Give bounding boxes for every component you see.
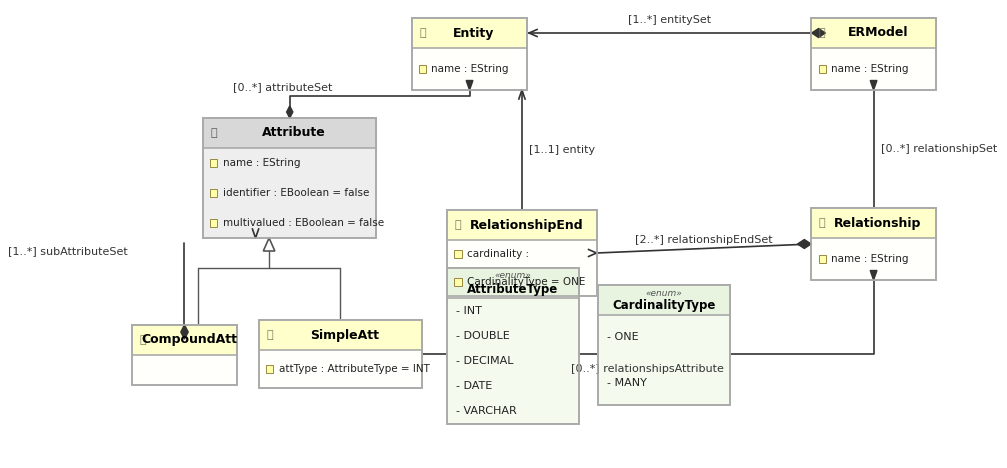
Bar [132,325,237,355]
Text: [1..*] subAttributeSet: [1..*] subAttributeSet [8,247,128,256]
Text: [0..*] relationshipSet: [0..*] relationshipSet [881,144,997,154]
Text: Ⓔ: Ⓔ [139,335,146,345]
Text: Ⓔ: Ⓔ [819,218,826,228]
Text: Ⓔ: Ⓔ [419,28,426,38]
Bar [259,320,422,388]
Bar [812,208,936,280]
Bar [454,250,461,258]
Text: - DOUBLE: - DOUBLE [456,331,510,341]
Bar [266,365,273,373]
Text: - DECIMAL: - DECIMAL [456,356,514,366]
Text: name : EString: name : EString [831,64,908,74]
Text: Ⓔ: Ⓔ [267,330,273,340]
Text: CardinalityType = ONE: CardinalityType = ONE [467,277,585,287]
Text: SimpleAtt: SimpleAtt [310,329,380,342]
Bar [447,210,596,296]
Text: - MANY: - MANY [607,378,648,388]
Bar [132,325,237,385]
Bar [132,325,237,385]
Bar [598,285,730,405]
Polygon shape [287,106,293,118]
Bar [447,268,579,298]
Text: CompoundAtt: CompoundAtt [141,334,237,346]
Bar [412,18,528,90]
Bar [210,189,218,197]
Text: Ⓔ: Ⓔ [819,28,826,38]
Bar [210,159,218,167]
Text: Entity: Entity [453,27,494,39]
Text: - DATE: - DATE [456,381,492,391]
Polygon shape [466,80,473,90]
Text: «enum»: «enum» [494,271,532,280]
Bar [812,18,936,48]
Text: [1..*] entitySet: [1..*] entitySet [627,15,711,25]
Text: attType : AttributeType = INT: attType : AttributeType = INT [279,364,430,374]
Text: - VARCHAR: - VARCHAR [456,406,517,417]
Bar [812,208,936,280]
Polygon shape [870,271,877,280]
Bar [819,65,826,73]
Bar [812,18,936,90]
Text: [0..*] attributeSet: [0..*] attributeSet [233,82,332,92]
Bar [259,320,422,350]
Text: ERModel: ERModel [848,27,908,39]
Polygon shape [263,238,275,251]
Bar [203,118,377,148]
Bar [447,210,596,240]
Polygon shape [798,240,812,249]
Text: [1..1] entity: [1..1] entity [529,145,595,155]
Bar [259,320,422,388]
Bar [447,210,596,296]
Bar [412,18,528,48]
Bar [819,255,826,263]
Bar [812,18,936,90]
Text: CardinalityType: CardinalityType [612,300,716,313]
Polygon shape [181,325,188,339]
Text: cardinality :: cardinality : [467,249,529,259]
Text: - ONE: - ONE [607,332,638,343]
Text: «enum»: «enum» [645,288,683,298]
Text: name : EString: name : EString [223,158,300,168]
Text: Attribute: Attribute [262,126,326,139]
Text: name : EString: name : EString [431,64,509,74]
Text: multivalued : EBoolean = false: multivalued : EBoolean = false [223,218,384,228]
Text: - INT: - INT [456,306,482,315]
Bar [598,285,730,315]
Bar [447,268,579,424]
Text: name : EString: name : EString [831,254,908,264]
Bar [419,65,426,73]
Bar [203,118,377,238]
Bar [447,268,579,424]
Bar [812,208,936,238]
Bar [412,18,528,90]
Bar [210,219,218,227]
Polygon shape [870,80,877,90]
Text: RelationshipEnd: RelationshipEnd [469,219,583,232]
Text: Ⓔ: Ⓔ [455,220,461,230]
Polygon shape [812,29,826,37]
Text: Ⓔ: Ⓔ [210,128,218,138]
Bar [454,278,461,286]
Text: identifier : EBoolean = false: identifier : EBoolean = false [223,188,369,198]
Bar [203,118,377,238]
Text: AttributeType: AttributeType [467,283,559,295]
Text: Relationship: Relationship [835,217,921,229]
Text: [0..*] relationshipsAttribute: [0..*] relationshipsAttribute [571,364,724,374]
Text: [2..*] relationshipEndSet: [2..*] relationshipEndSet [635,235,772,245]
Bar [598,285,730,405]
